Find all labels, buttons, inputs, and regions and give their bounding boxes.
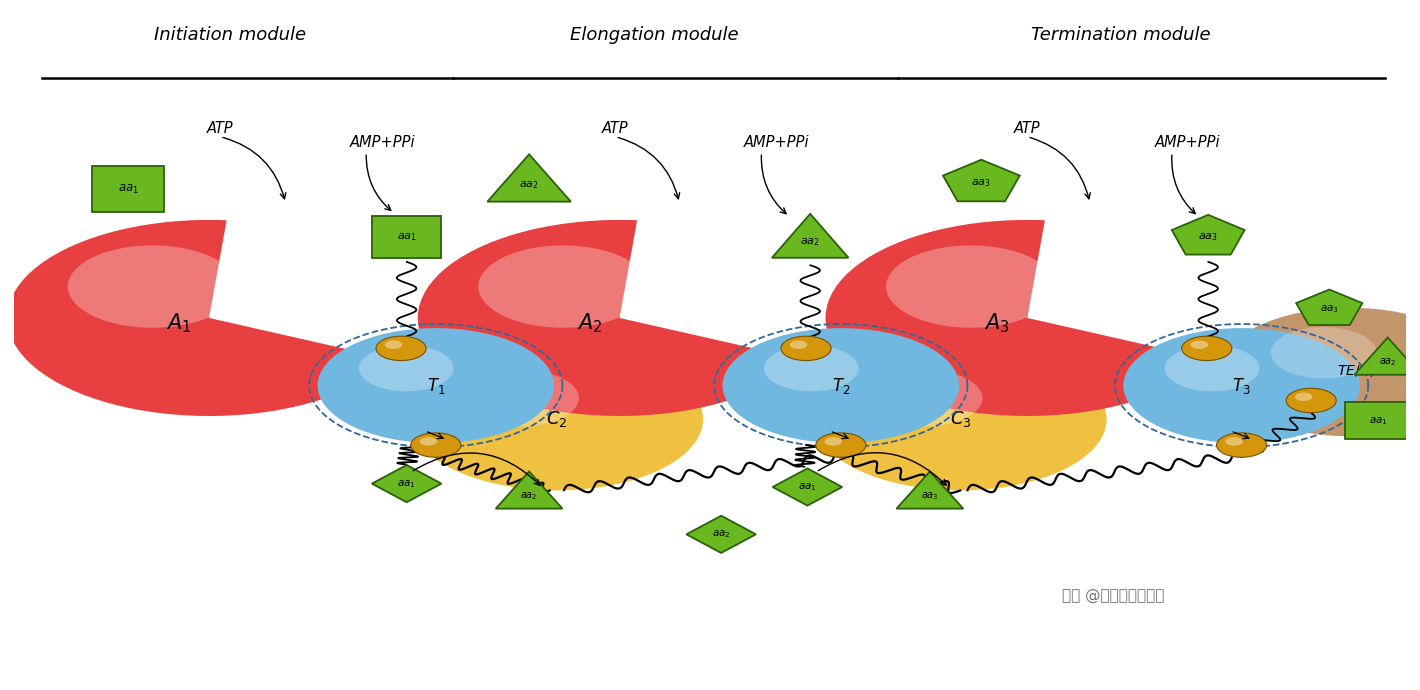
Polygon shape	[496, 471, 562, 509]
Text: $aa_{1}$: $aa_{1}$	[396, 231, 416, 243]
Circle shape	[479, 246, 648, 328]
Text: $aa_{1}$: $aa_{1}$	[1369, 415, 1387, 426]
Text: AMP+PPi: AMP+PPi	[351, 135, 416, 150]
Polygon shape	[1355, 337, 1420, 375]
Polygon shape	[772, 469, 842, 506]
Circle shape	[866, 370, 983, 426]
Circle shape	[410, 433, 462, 457]
Text: $T_{2}$: $T_{2}$	[832, 375, 851, 395]
Circle shape	[1271, 327, 1376, 379]
Circle shape	[462, 370, 579, 426]
Text: $aa_{2}$: $aa_{2}$	[711, 529, 730, 540]
Circle shape	[359, 345, 453, 391]
Text: $aa_{2}$: $aa_{2}$	[520, 490, 538, 502]
Text: ATP: ATP	[602, 121, 629, 136]
Polygon shape	[1296, 290, 1362, 325]
Circle shape	[723, 328, 958, 443]
Wedge shape	[417, 220, 802, 416]
FancyBboxPatch shape	[372, 215, 442, 258]
Circle shape	[1164, 345, 1260, 391]
Text: $aa_{2}$: $aa_{2}$	[1379, 356, 1396, 368]
Circle shape	[410, 348, 703, 491]
Circle shape	[815, 433, 866, 457]
Polygon shape	[1172, 215, 1244, 255]
Text: Termination module: Termination module	[1031, 26, 1210, 44]
Circle shape	[385, 340, 402, 349]
Circle shape	[1190, 340, 1208, 349]
Text: AMP+PPi: AMP+PPi	[1154, 135, 1220, 150]
Text: ATP: ATP	[1014, 121, 1041, 136]
Circle shape	[815, 348, 1106, 491]
FancyBboxPatch shape	[92, 166, 165, 213]
Circle shape	[376, 336, 426, 361]
Text: AMP+PPi: AMP+PPi	[744, 135, 809, 150]
Circle shape	[419, 437, 437, 446]
Text: ATP: ATP	[207, 121, 233, 136]
Circle shape	[825, 437, 842, 446]
Text: $aa_{1}$: $aa_{1}$	[798, 481, 816, 493]
Circle shape	[1218, 308, 1420, 436]
Text: $T_{1}$: $T_{1}$	[426, 375, 444, 395]
Circle shape	[1225, 437, 1242, 446]
Polygon shape	[772, 214, 849, 258]
Polygon shape	[943, 159, 1020, 201]
Text: $aa_{3}$: $aa_{3}$	[971, 177, 991, 188]
Text: $A_{3}$: $A_{3}$	[984, 311, 1010, 335]
Text: $A_{2}$: $A_{2}$	[577, 311, 602, 335]
Text: $A_{1}$: $A_{1}$	[166, 311, 192, 335]
Circle shape	[68, 246, 237, 328]
Circle shape	[764, 345, 859, 391]
Text: $aa_{3}$: $aa_{3}$	[922, 490, 939, 502]
Polygon shape	[686, 515, 755, 553]
Circle shape	[1295, 393, 1312, 401]
Polygon shape	[896, 471, 963, 509]
Text: $aa_{2}$: $aa_{2}$	[520, 179, 540, 191]
Text: $T_{3}$: $T_{3}$	[1233, 375, 1251, 395]
FancyBboxPatch shape	[1345, 402, 1411, 440]
Text: $aa_{2}$: $aa_{2}$	[801, 237, 821, 248]
Text: $aa_{1}$: $aa_{1}$	[118, 183, 139, 196]
Circle shape	[318, 328, 554, 443]
Text: Initiation module: Initiation module	[153, 26, 305, 44]
Text: $aa_{3}$: $aa_{3}$	[1198, 231, 1218, 243]
Polygon shape	[372, 465, 442, 502]
Circle shape	[790, 340, 808, 349]
Text: 知乎 @肆无忌惮哈哈哈: 知乎 @肆无忌惮哈哈哈	[1062, 588, 1164, 602]
Circle shape	[1217, 433, 1267, 457]
Circle shape	[886, 246, 1055, 328]
Text: $C_{2}$: $C_{2}$	[547, 409, 568, 429]
Text: $C_{3}$: $C_{3}$	[950, 409, 971, 429]
Text: $aa_{3}$: $aa_{3}$	[1319, 304, 1339, 315]
Circle shape	[781, 336, 831, 361]
Circle shape	[1123, 328, 1360, 443]
Circle shape	[1181, 336, 1231, 361]
Text: $aa_{1}$: $aa_{1}$	[398, 477, 416, 489]
Circle shape	[1287, 388, 1336, 413]
Polygon shape	[487, 155, 571, 201]
Wedge shape	[7, 220, 392, 416]
Text: $TE/C_T$: $TE/C_T$	[1336, 364, 1377, 380]
Wedge shape	[825, 220, 1210, 416]
Text: Elongation module: Elongation module	[569, 26, 738, 44]
